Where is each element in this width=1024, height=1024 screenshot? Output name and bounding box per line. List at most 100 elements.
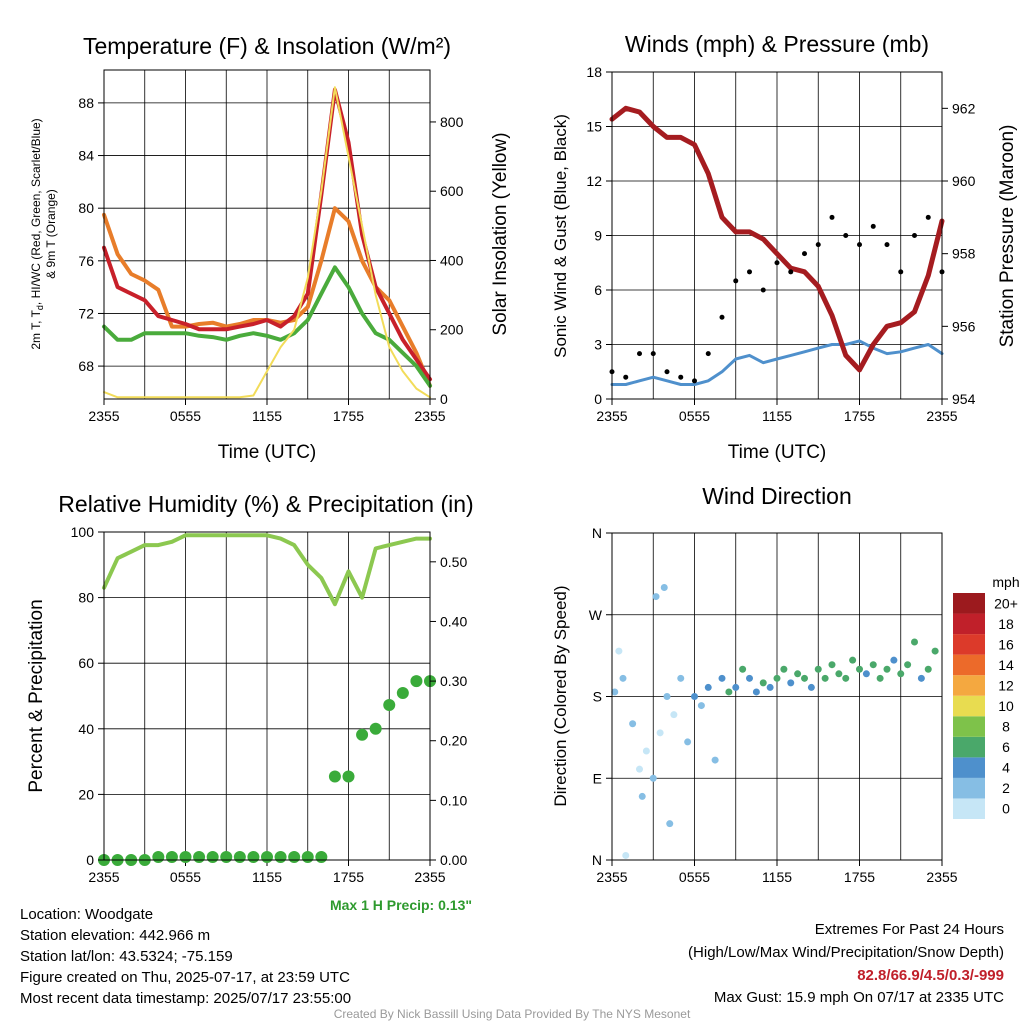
rh-precip-point [179,851,192,864]
dir-point [677,674,685,682]
dir-ytick-label: E [593,770,602,786]
dir-point [660,584,668,591]
wind-gust-point [650,351,656,357]
dir-legend-swatch [953,593,985,614]
dir-point [611,688,619,696]
wind-gust-point [843,233,849,238]
dir-point [619,674,627,682]
wind-ytick-right-label: 962 [952,100,976,116]
dir-point [766,683,774,691]
rh-precip-point [193,851,206,864]
dir-ytick-label: N [592,852,602,868]
rh-precip-point [328,770,341,783]
dir-ytick-label: S [593,689,602,705]
rh-ytick-label: 20 [78,786,94,802]
temp-xtick-label: 1755 [333,408,364,424]
dir-legend-label: 12 [998,677,1014,693]
wind-gust-point [637,351,642,357]
rh-precip-point [274,851,287,864]
temp-ytick-right-label: 800 [440,114,464,130]
rh-precip-point [152,851,165,864]
dir-point [883,665,891,673]
dir-legend-swatch [953,675,985,696]
rh-precip-point [261,851,273,864]
dir-point [876,674,884,682]
wind-xlabel: Time (UTC) [728,442,827,463]
dir-xtick-label: 2355 [596,869,627,885]
dir-point [711,756,719,764]
temp-ylabel-left-sub: d [35,305,45,310]
dir-point [663,693,671,700]
dir-point [759,679,767,687]
dir-legend-label: 20+ [994,595,1018,611]
temp-ytick-label: 80 [78,200,94,216]
dir-ytick-label: N [592,525,602,541]
dir-legend-label: 18 [998,616,1014,632]
wind-xtick-label: 2355 [596,408,627,424]
temp-ylabel-right: Solar Insolation (Yellow) [490,132,511,335]
dir-point [704,683,712,691]
rh-ytick-label: 40 [78,721,94,737]
dir-xtick-label: 1155 [762,869,792,885]
dir-point [869,661,877,669]
temp-series-line-3 [103,86,431,399]
dir-point [904,661,912,669]
dir-point [862,670,870,678]
rh-precip-point [301,851,314,864]
dir-point [636,765,643,773]
wind-ylabel-right: Station Pressure (Maroon) [997,125,1018,348]
created-text: Figure created on Thu, 2025-07-17, at 23… [20,969,350,986]
rh-xtick-label: 0555 [170,869,201,885]
wind-ytick-right-label: 958 [952,246,976,262]
dir-point [821,674,829,682]
wind-gust-point [802,251,807,257]
rh-ytick-right-label: 0.10 [440,792,467,808]
dir-point [732,683,740,691]
dir-point [856,665,863,673]
rh-precip-point [396,687,409,700]
location-text: Location: Woodgate [20,906,154,923]
dir-legend-label: 4 [1002,760,1010,776]
rh-ytick-right-label: 0.20 [440,733,467,749]
wind-gust-point [719,314,725,320]
dir-point [656,729,664,737]
rh-precip-point [247,851,260,864]
extremes-subtitle: (High/Low/Max Wind/Precipitation/Snow De… [688,944,1004,961]
max-gust-text: Max Gust: 15.9 mph On 07/17 at 2335 UTC [713,989,1004,1006]
wind-gust-point [912,233,917,238]
temp-ytick-label: 68 [78,358,94,374]
wind-gust-point [623,374,629,380]
dir-xtick-label: 0555 [679,869,710,885]
temp-ylabel-left-rest: , HI/WC (Red, Green, Scarlet/Blue) [29,118,43,305]
rh-ylabel-left: Percent & Precipitation [26,599,47,792]
recent-text: Most recent data timestamp: 2025/07/17 2… [20,990,352,1007]
dir-point [670,711,678,719]
rh-xtick-label: 2355 [88,869,119,885]
dir-point [931,647,939,655]
dir-point [814,665,822,673]
dir-point [684,738,692,746]
dir-legend-swatch [953,613,985,635]
dir-title: Wind Direction [702,483,852,509]
wind-ytick-label: 18 [586,64,602,80]
dir-point [897,670,905,678]
temp-ytick-label: 88 [78,95,94,111]
wind-ytick-label: 0 [594,391,602,407]
temp-title: Temperature (F) & Insolation (W/m²) [83,33,451,59]
temp-ytick-label: 72 [78,305,94,321]
rh-frame [103,531,431,861]
dir-point [807,683,815,691]
wind-gust-point [692,378,697,384]
wind-ytick-label: 12 [586,173,602,189]
wind-ytick-label: 3 [594,337,602,353]
latlon-text: Station lat/lon: 43.5324; -75.159 [20,948,233,965]
rh-ytick-label: 100 [71,524,95,540]
dir-point [622,851,630,859]
wind-ytick-label: 6 [594,282,602,298]
dir-xtick-label: 1755 [844,869,875,885]
dir-point [666,820,674,828]
dir-legend-label: 16 [998,636,1014,652]
dir-point [629,720,637,728]
temp-xtick-label: 2355 [414,408,445,424]
dir-point [849,656,857,664]
